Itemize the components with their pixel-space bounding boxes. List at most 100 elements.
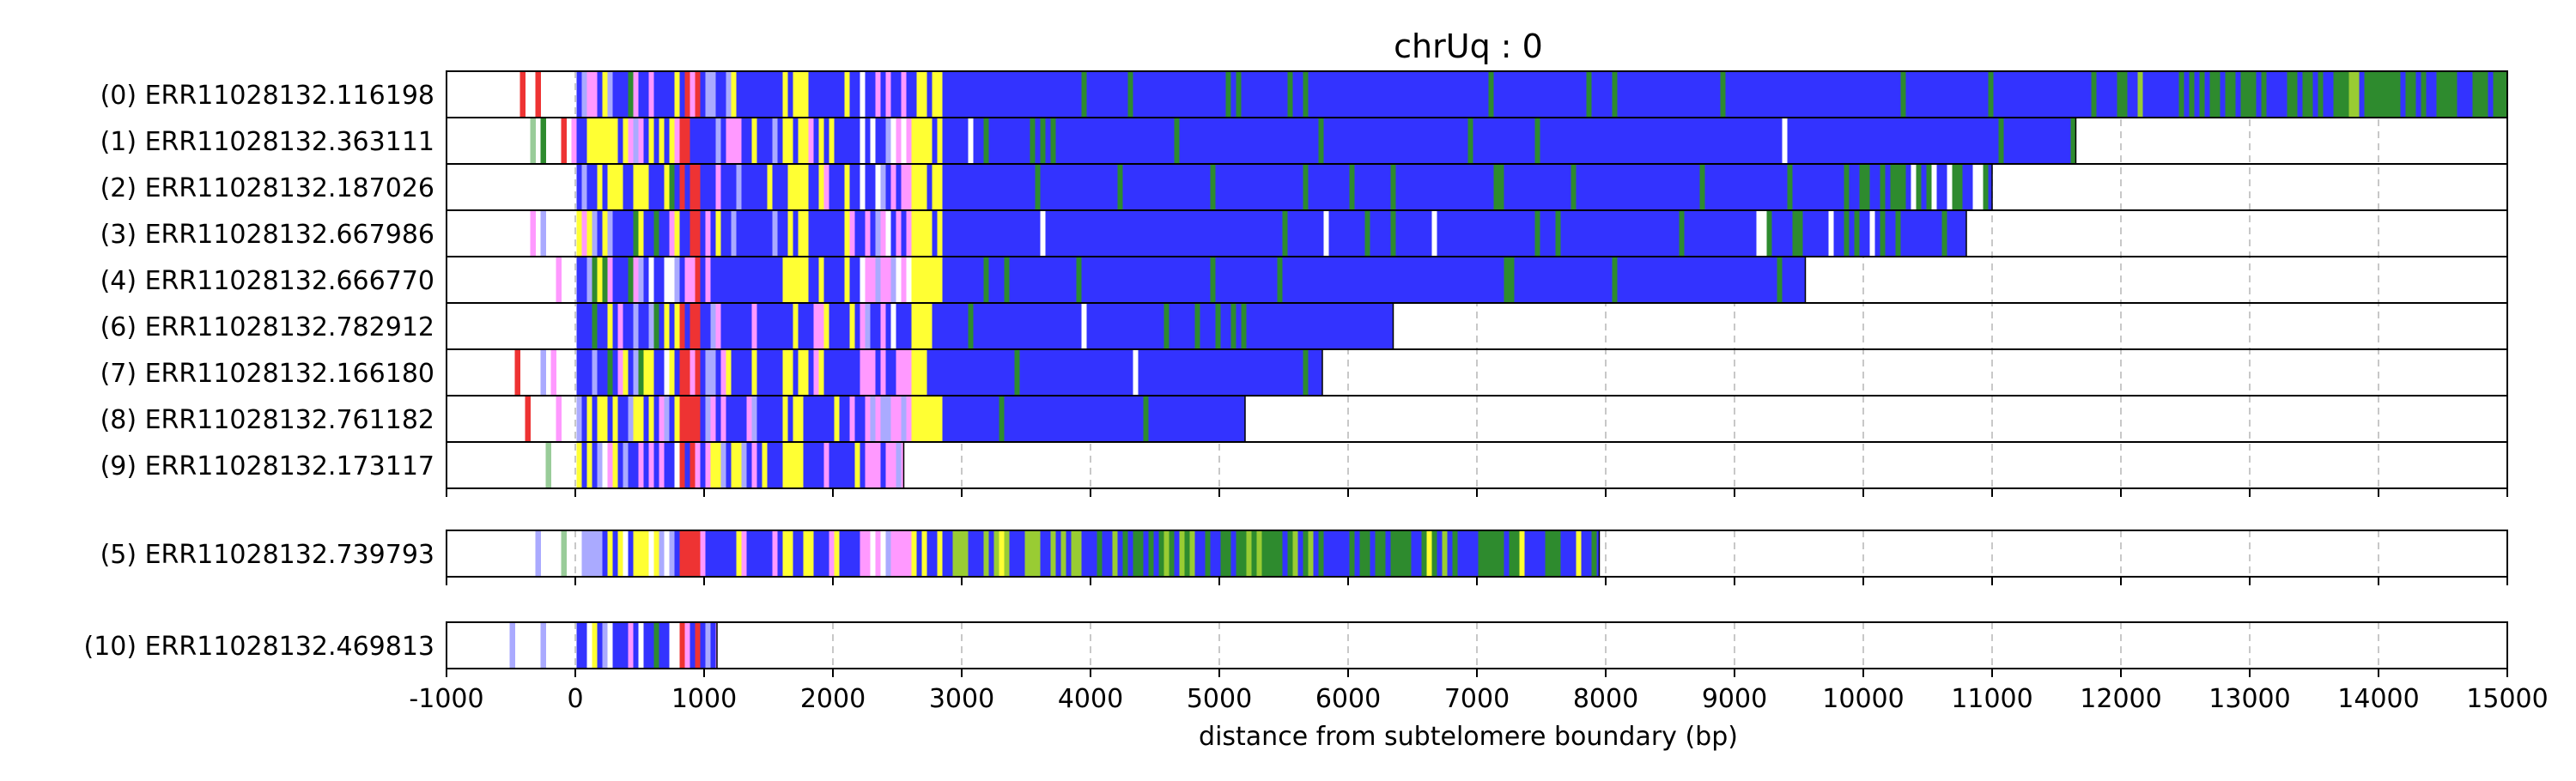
read-segment [1060,304,1066,348]
read-segment [1133,72,1139,117]
read-segment [1874,72,1880,117]
read-segment [1509,257,1515,302]
read-segment [787,72,793,117]
read-segment [746,397,752,441]
read-segment [968,211,974,256]
read-segment [798,397,804,441]
read-segment [829,118,835,163]
read-segment [2467,72,2473,117]
read-segment [885,211,891,256]
read-segment [1550,531,1556,576]
read-segment [576,72,582,117]
read-segment [2436,72,2442,117]
read-segment [1534,211,1540,256]
read-segment [1818,118,1824,163]
read-segment [901,531,907,576]
read-segment [1967,118,1973,163]
read-segment [999,257,1005,302]
x-tick-label: 13000 [2208,684,2290,714]
read-segment [1431,118,1437,163]
read-segment [1689,211,1695,256]
read-segment [2008,72,2014,117]
read-segment [844,72,850,117]
read-segment [973,304,979,348]
read-segment [1261,211,1267,256]
read-segment [1498,72,1504,117]
read-segment [968,118,974,163]
read-segment [1215,165,1221,209]
read-segment [1555,531,1561,576]
read-segment [1777,118,1783,163]
read-segment [1122,72,1128,117]
read-segment [1400,211,1406,256]
read-segment [1230,531,1236,576]
read-segment [1102,118,1108,163]
read-segment [1241,531,1247,576]
read-segment [1246,211,1252,256]
read-segment [1586,72,1592,117]
read-segment [617,304,623,348]
read-segment [695,623,701,668]
read-segment [1643,257,1649,302]
read-segment [1591,165,1597,209]
read-segment [586,118,592,163]
read-segment [1941,72,1947,117]
read-segment [829,211,835,256]
read-segment [1169,531,1175,576]
read-segment [1122,118,1128,163]
read-segment [999,350,1005,395]
read-segment [1746,257,1752,302]
read-segment [1802,72,1808,117]
read-segment [720,443,726,487]
read-segment [1431,211,1437,256]
read-segment [921,350,927,395]
read-segment [592,531,598,576]
read-segment [1983,72,1989,117]
read-segment [1792,257,1798,302]
read-segment [1952,211,1958,256]
read-segment [1344,257,1350,302]
read-segment [1272,211,1278,256]
read-segment [963,531,969,576]
read-segment [638,350,644,395]
read-segment [896,443,902,487]
read-segment [860,397,866,441]
read-segment [1236,304,1242,348]
read-segment [1323,118,1329,163]
read-segment [1050,531,1056,576]
read-segment [592,165,598,209]
read-segment [1292,211,1298,256]
read-segment [679,304,685,348]
read-segment [1292,165,1298,209]
read-segment [1174,397,1180,441]
read-segment [818,165,824,209]
read-segment [993,72,999,117]
read-segment [762,211,768,256]
read-segment [1498,257,1504,302]
read-segment [829,531,835,576]
read-segment [674,397,680,441]
read-segment [1153,397,1159,441]
read-segment [1998,72,2004,117]
read-segment [1138,304,1144,348]
read-segment [1571,257,1577,302]
read-segment [1112,72,1118,117]
read-segment [916,397,922,441]
read-segment [782,304,788,348]
read-segment [1947,165,1953,209]
read-segment [1133,118,1139,163]
read-segment [932,211,938,256]
read-segment [1210,118,1216,163]
read-segment [988,118,994,163]
read-segment [932,165,938,209]
read-segment [1529,257,1535,302]
read-label: (8) ERR11028132.761182 [100,405,434,435]
read-segment [999,118,1005,163]
read-segment [1004,350,1010,395]
read-segment [1179,118,1185,163]
read-segment [1704,118,1710,163]
read-segment [1947,211,1953,256]
read-segment [1406,165,1412,209]
read-segment [736,118,742,163]
read-segment [1751,257,1757,302]
